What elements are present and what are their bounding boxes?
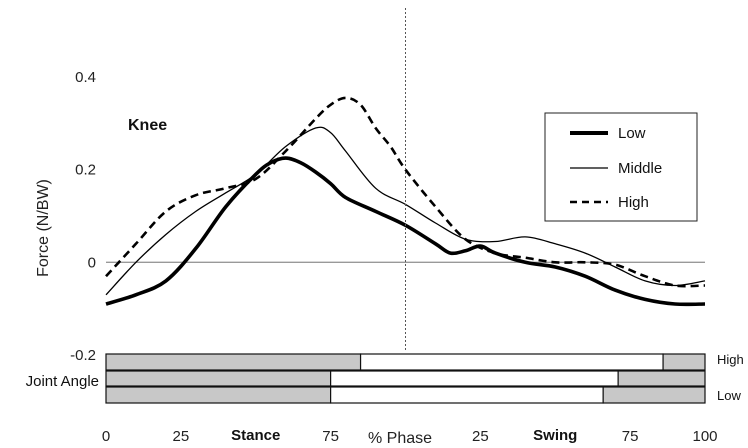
joint-angle-bar-row2-seg1 [330, 386, 604, 404]
x-tick-label-0: 0 [102, 428, 110, 445]
knee-annotation: Knee [128, 117, 167, 134]
y-tick-label-1: 0.2 [75, 162, 96, 179]
joint-angle-bar-row2-seg2 [602, 386, 706, 404]
joint-angle-bar-row1-seg1 [330, 370, 619, 387]
series-line-middle [105, 126, 706, 296]
joint-angle-bar-row0-seg0 [105, 353, 362, 371]
x-axis-label: % Phase [368, 430, 432, 447]
y-axis-label: Force (N/BW) [35, 179, 52, 277]
x-tick-label-4: 75 [622, 428, 639, 445]
joint-angle-bar-row1-seg0 [105, 370, 332, 387]
joint-angle-row-label-low: Low [717, 388, 741, 403]
y-tick-labels: 0.4 0.2 0 -0.2 [70, 69, 96, 364]
y-tick-label-2: 0 [88, 254, 96, 271]
legend: Low Middle High [544, 112, 698, 222]
joint-angle-row-label-high: High [717, 352, 744, 367]
series-line-high [105, 96, 706, 288]
joint-angle-bars: High Low [105, 352, 744, 404]
y-tick-label-0: 0.4 [75, 69, 96, 86]
phase-label-swing: Swing [533, 427, 577, 444]
series-layer [105, 96, 706, 307]
x-tick-label-5: 100 [692, 428, 717, 445]
y-tick-label-3: -0.2 [70, 347, 96, 364]
joint-angle-bar-row2-seg0 [105, 386, 332, 404]
x-tick-label-2: 75 [322, 428, 339, 445]
legend-label-high: High [618, 194, 649, 211]
x-tick-label-1: 25 [173, 428, 190, 445]
series-line-low [105, 156, 706, 307]
joint-angle-bar-row0-seg1 [359, 353, 664, 371]
legend-label-middle: Middle [618, 160, 662, 177]
x-tick-labels: 0 25 75 25 75 100 Stance Swing [102, 427, 718, 445]
x-tick-label-3: 25 [472, 428, 489, 445]
joint-angle-bar-row1-seg2 [617, 370, 706, 387]
joint-angle-label: Joint Angle [26, 373, 99, 390]
legend-label-low: Low [618, 125, 646, 142]
joint-angle-bar-row0-seg2 [662, 353, 706, 371]
phase-label-stance: Stance [231, 427, 280, 444]
